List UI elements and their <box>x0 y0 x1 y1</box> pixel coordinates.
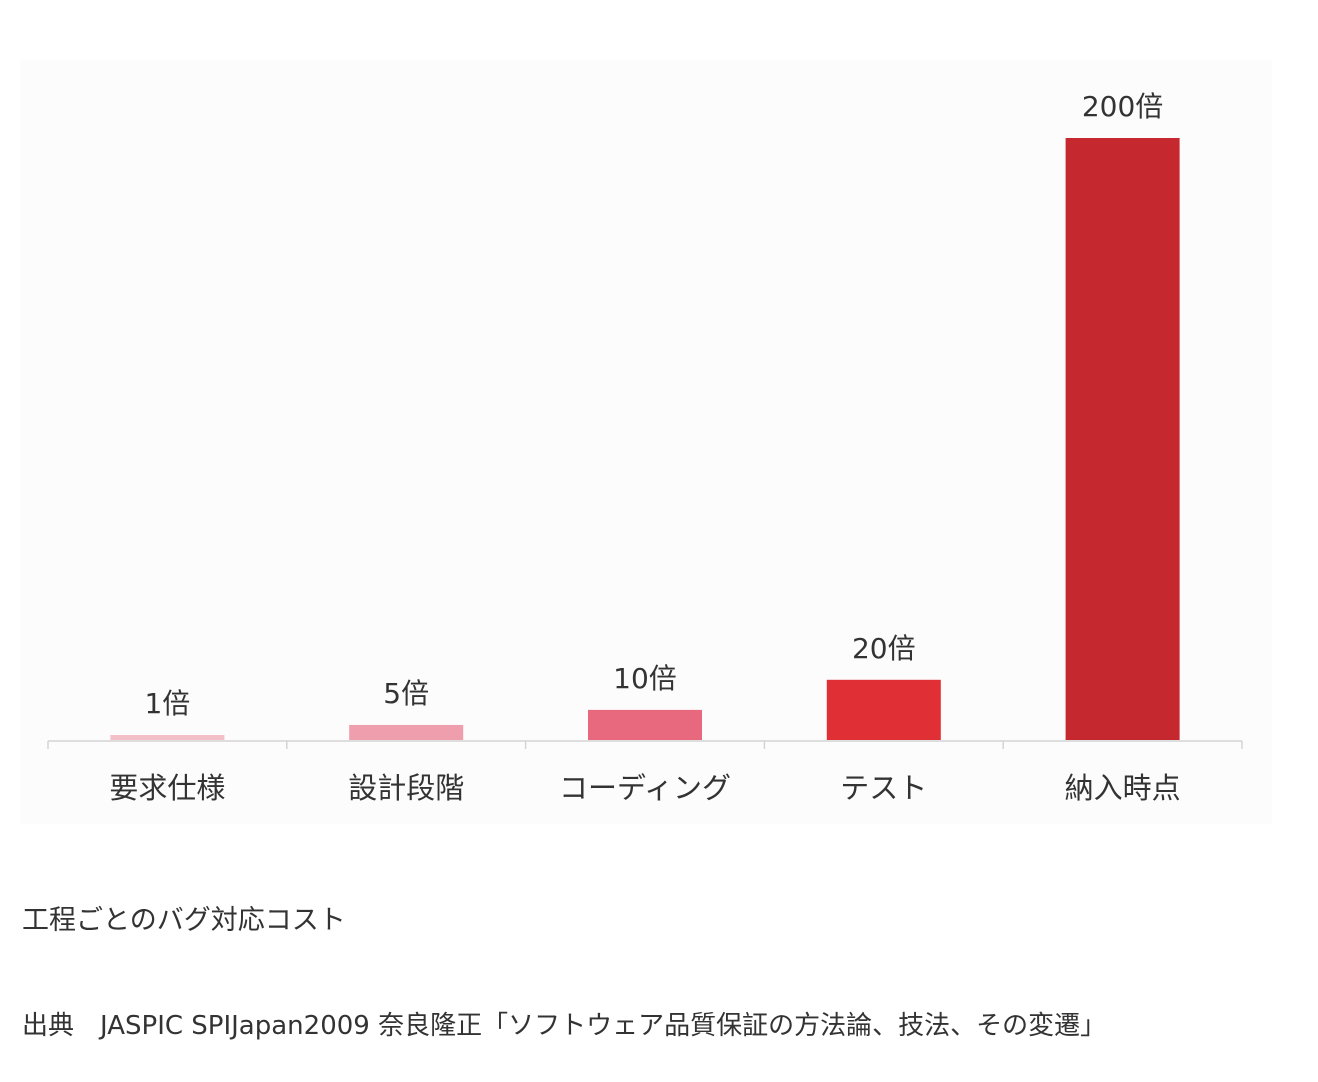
category-label-1: 要求仕様 <box>109 771 225 805</box>
data-label-2: 5倍 <box>383 677 429 710</box>
data-label-1: 1倍 <box>144 687 190 720</box>
bar-2 <box>349 724 464 740</box>
category-label-2: 設計段階 <box>348 771 464 805</box>
data-label-4: 20倍 <box>852 632 916 665</box>
bar-4 <box>826 679 941 740</box>
data-label-3: 10倍 <box>613 662 677 695</box>
category-label-4: テスト <box>840 771 927 805</box>
chart-caption: 工程ごとのバグ対応コスト <box>22 905 346 936</box>
bar-chart: 1倍要求仕様 5倍設計段階 10倍コーディング 20倍テスト 200倍納入時点 <box>20 60 1272 824</box>
bar-1 <box>110 735 225 740</box>
bar-3 <box>588 709 702 740</box>
source-label: 出典 <box>22 1011 75 1041</box>
source-text: JASPIC SPIJapan2009 奈良隆正「ソフトウェア品質保証の方法論、… <box>100 1011 1107 1041</box>
data-label-5: 200倍 <box>1082 90 1163 123</box>
category-label-3: コーディング <box>559 771 731 805</box>
bar-5 <box>1065 138 1180 740</box>
category-label-5: 納入時点 <box>1065 771 1181 805</box>
source-citation: 出典 JASPIC SPIJapan2009 奈良隆正「ソフトウェア品質保証の方法… <box>22 1005 1106 1042</box>
